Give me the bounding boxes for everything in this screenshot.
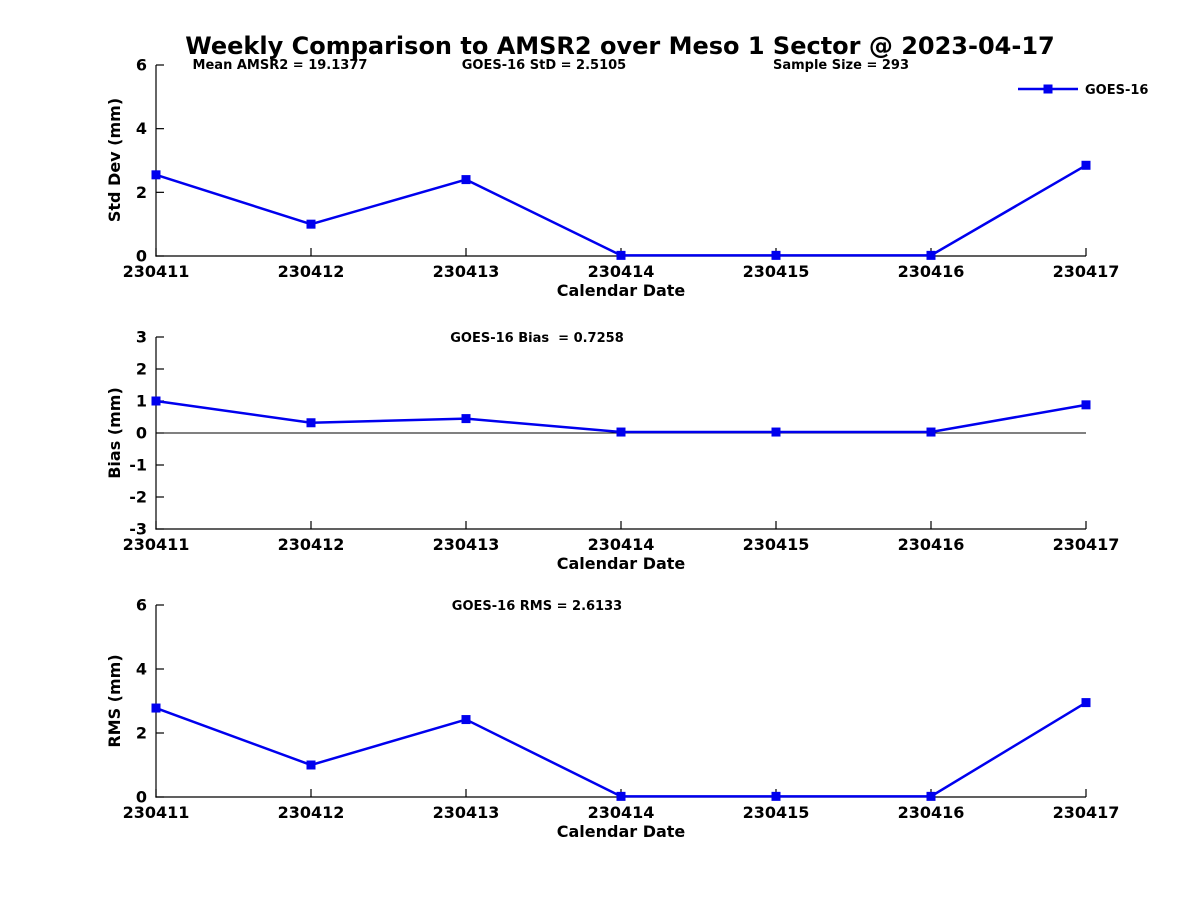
annotation-goes16-std: GOES-16 StD = 2.5105 [462,58,626,73]
x-tick-label: 230413 [433,262,500,281]
y-tick-label: 4 [136,119,147,138]
x-tick-label: 230416 [898,803,965,822]
plot-area-1: -3 -2 -1 0 1 2 3 230411 230412 230413 230414 230415… [123,328,1120,555]
data-point-marker [461,175,471,185]
x-tick-label: 230416 [898,262,965,281]
data-point-marker [616,250,626,260]
y-tick-label: 6 [136,56,147,75]
legend-marker [1043,84,1053,94]
annotation-sample-size: Sample Size = 293 [773,58,909,73]
x-axis-label-bias: Calendar Date [557,554,686,573]
y-tick-label: 0 [136,424,147,443]
y-tick-label: 1 [136,392,147,411]
plot-area-2: 0 2 4 6 230411 230412 230413 230414 230415 230416… [123,596,1120,823]
data-point-marker [151,703,161,713]
data-point-marker [771,791,781,801]
y-tick-label: 4 [136,660,147,679]
series-line-goes-16 [155,701,1087,798]
x-tick-label: 230411 [123,262,190,281]
x-tick-label: 230415 [743,803,810,822]
x-tick-label: 230412 [278,803,345,822]
x-tick-label: 230416 [898,535,965,554]
legend-label: GOES-16 [1085,83,1148,98]
data-point-marker [771,427,781,437]
y-tick-label: -1 [129,456,147,475]
data-point-marker [306,760,316,770]
y-tick-label: 6 [136,596,147,615]
data-point-marker [926,250,936,260]
y-tick-label: 3 [136,328,147,347]
figure-title: Weekly Comparison to AMSR2 over Meso 1 S… [185,32,1054,60]
data-point-marker [306,418,316,428]
data-point-marker [151,170,161,180]
x-tick-label: 230412 [278,535,345,554]
data-point-marker [461,414,471,424]
x-tick-label: 230417 [1053,262,1120,281]
subplot-std-dev: Mean AMSR2 = 19.1377 GOES-16 StD = 2.510… [105,56,1119,301]
annotation-goes16-rms: GOES-16 RMS = 2.6133 [452,599,622,614]
x-tick-label: 230415 [743,262,810,281]
plot-area-0: 0 2 4 6 230411 230412 230413 230414 230415 230416… [123,56,1120,282]
x-tick-label: 230414 [588,535,655,554]
data-point-marker [616,427,626,437]
x-tick-label: 230417 [1053,535,1120,554]
x-tick-label: 230413 [433,803,500,822]
x-tick-label: 230417 [1053,803,1120,822]
series-line-goes-16 [155,399,1087,434]
x-axis-label-rms: Calendar Date [557,822,686,841]
y-tick-label: -3 [129,520,147,539]
series-line-goes-16 [155,164,1087,257]
y-tick-label: 2 [136,183,147,202]
annotation-mean-amsr2: Mean AMSR2 = 19.1377 [193,58,368,73]
data-point-marker [306,219,316,229]
data-point-marker [1081,160,1091,170]
subplot-bias: GOES-16 Bias = 0.7258 Bias (mm) Calendar… [105,328,1119,574]
annotation-goes16-bias: GOES-16 Bias = 0.7258 [450,331,624,346]
y-tick-label: -2 [129,488,147,507]
x-tick-label: 230411 [123,803,190,822]
data-point-marker [926,791,936,801]
x-tick-label: 230414 [588,262,655,281]
y-axis-label-rms: RMS (mm) [105,654,124,747]
subplot-rms: GOES-16 RMS = 2.6133 RMS (mm) Calendar D… [105,596,1119,842]
data-point-marker [1081,698,1091,708]
data-point-marker [771,250,781,260]
y-tick-label: 2 [136,724,147,743]
x-tick-label: 230413 [433,535,500,554]
x-tick-label: 230414 [588,803,655,822]
y-tick-label: 0 [136,247,147,266]
data-point-marker [461,715,471,725]
x-tick-label: 230415 [743,535,810,554]
x-tick-label: 230411 [123,535,190,554]
x-tick-label: 230412 [278,262,345,281]
data-point-marker [1081,400,1091,410]
y-tick-label: 0 [136,788,147,807]
data-point-marker [926,427,936,437]
x-axis-label-std-dev: Calendar Date [557,281,686,300]
data-point-marker [616,791,626,801]
y-tick-label: 2 [136,360,147,379]
legend: GOES-16 [1018,83,1148,98]
data-point-marker [151,396,161,406]
y-axis-label-std-dev: Std Dev (mm) [105,98,124,222]
y-axis-label-bias: Bias (mm) [105,387,124,479]
